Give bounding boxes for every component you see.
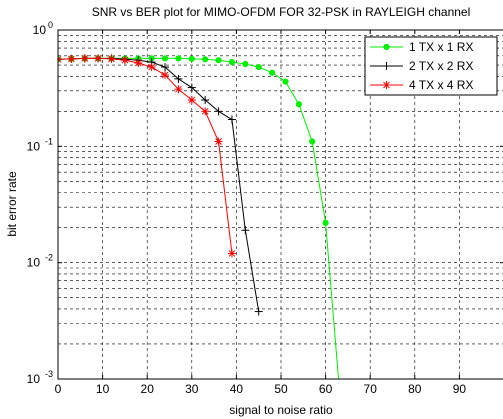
data-point xyxy=(187,96,196,105)
y-tick-base: 10 xyxy=(27,372,41,386)
series-4-tx-x-4-rx xyxy=(58,54,236,258)
legend-entry: 4 TX x 4 RX xyxy=(370,78,473,92)
y-tick-exponent: -2 xyxy=(45,253,53,263)
legend: 1 TX x 1 RX 2 TX x 2 RX 4 TX x 4 RX xyxy=(364,36,498,96)
y-tick-label: 10 -3 xyxy=(27,369,53,386)
y-tick-base: 10 xyxy=(27,256,41,270)
y-tick-base: 10 xyxy=(33,23,47,37)
x-tick-label: 50 xyxy=(274,382,288,396)
y-tick-exponent: -1 xyxy=(45,136,53,146)
data-point xyxy=(120,56,129,65)
x-tick-label: 10 xyxy=(96,382,110,396)
data-point xyxy=(227,249,236,258)
data-point xyxy=(174,85,183,94)
data-point xyxy=(134,59,143,68)
legend-entry: 2 TX x 2 RX xyxy=(370,59,473,73)
data-point xyxy=(147,63,156,72)
legend-entry: 1 TX x 1 RX xyxy=(370,40,473,54)
data-point xyxy=(58,55,62,64)
x-tick-label: 70 xyxy=(364,382,378,396)
grid xyxy=(58,30,503,379)
x-tick-label: 0 xyxy=(55,382,62,396)
data-point xyxy=(67,54,76,63)
chart-title: SNR vs BER plot for MIMO-OFDM FOR 32-PSK… xyxy=(92,5,471,19)
data-point xyxy=(161,71,170,80)
data-point xyxy=(215,57,222,64)
legend-marker xyxy=(382,81,391,89)
y-tick-label: 10 -1 xyxy=(27,136,53,153)
y-tick-exponent: -3 xyxy=(45,369,53,379)
x-tick-label: 40 xyxy=(230,382,244,396)
y-tick-label: 10 0 xyxy=(33,20,53,37)
data-point xyxy=(268,69,276,76)
x-tick-label: 80 xyxy=(408,382,422,396)
y-tick-exponent: 0 xyxy=(48,20,53,30)
series-layer xyxy=(58,54,340,379)
data-point xyxy=(161,55,169,62)
data-point xyxy=(107,54,116,63)
legend-marker xyxy=(382,62,391,70)
data-point xyxy=(175,55,182,62)
x-tick-label: 60 xyxy=(319,382,333,396)
data-point xyxy=(214,137,223,146)
data-point xyxy=(295,101,302,108)
data-point xyxy=(201,107,210,116)
data-point xyxy=(201,96,210,105)
data-point xyxy=(80,54,89,63)
data-point xyxy=(187,83,196,92)
data-point xyxy=(227,115,236,124)
y-tick-base: 10 xyxy=(27,139,41,153)
data-point xyxy=(174,74,183,83)
x-tick-label: 90 xyxy=(453,382,467,396)
legend-marker xyxy=(383,43,390,51)
legend-label: 2 TX x 2 RX xyxy=(409,59,473,73)
data-point xyxy=(228,58,236,66)
data-point xyxy=(282,78,289,85)
data-point xyxy=(214,107,223,116)
data-point xyxy=(255,63,262,71)
legend-label: 4 TX x 4 RX xyxy=(409,78,473,92)
legend-label: 1 TX x 1 RX xyxy=(409,40,473,54)
data-point xyxy=(309,138,316,145)
data-point xyxy=(241,226,250,235)
x-tick-labels: 0 10 20 30 40 50 60 70 80 90 xyxy=(55,30,467,396)
data-point xyxy=(94,54,103,63)
x-tick-label: 20 xyxy=(141,382,155,396)
data-point xyxy=(202,56,209,63)
data-point xyxy=(188,55,195,62)
y-axis-label: bit error rate xyxy=(5,171,19,237)
x-tick-label: 30 xyxy=(185,382,199,396)
data-point xyxy=(242,60,249,68)
data-point xyxy=(161,63,170,72)
data-point xyxy=(322,219,329,226)
x-axis-label: signal to noise ratio xyxy=(229,403,333,417)
y-tick-label: 10 -2 xyxy=(27,253,53,270)
data-point xyxy=(254,307,263,316)
